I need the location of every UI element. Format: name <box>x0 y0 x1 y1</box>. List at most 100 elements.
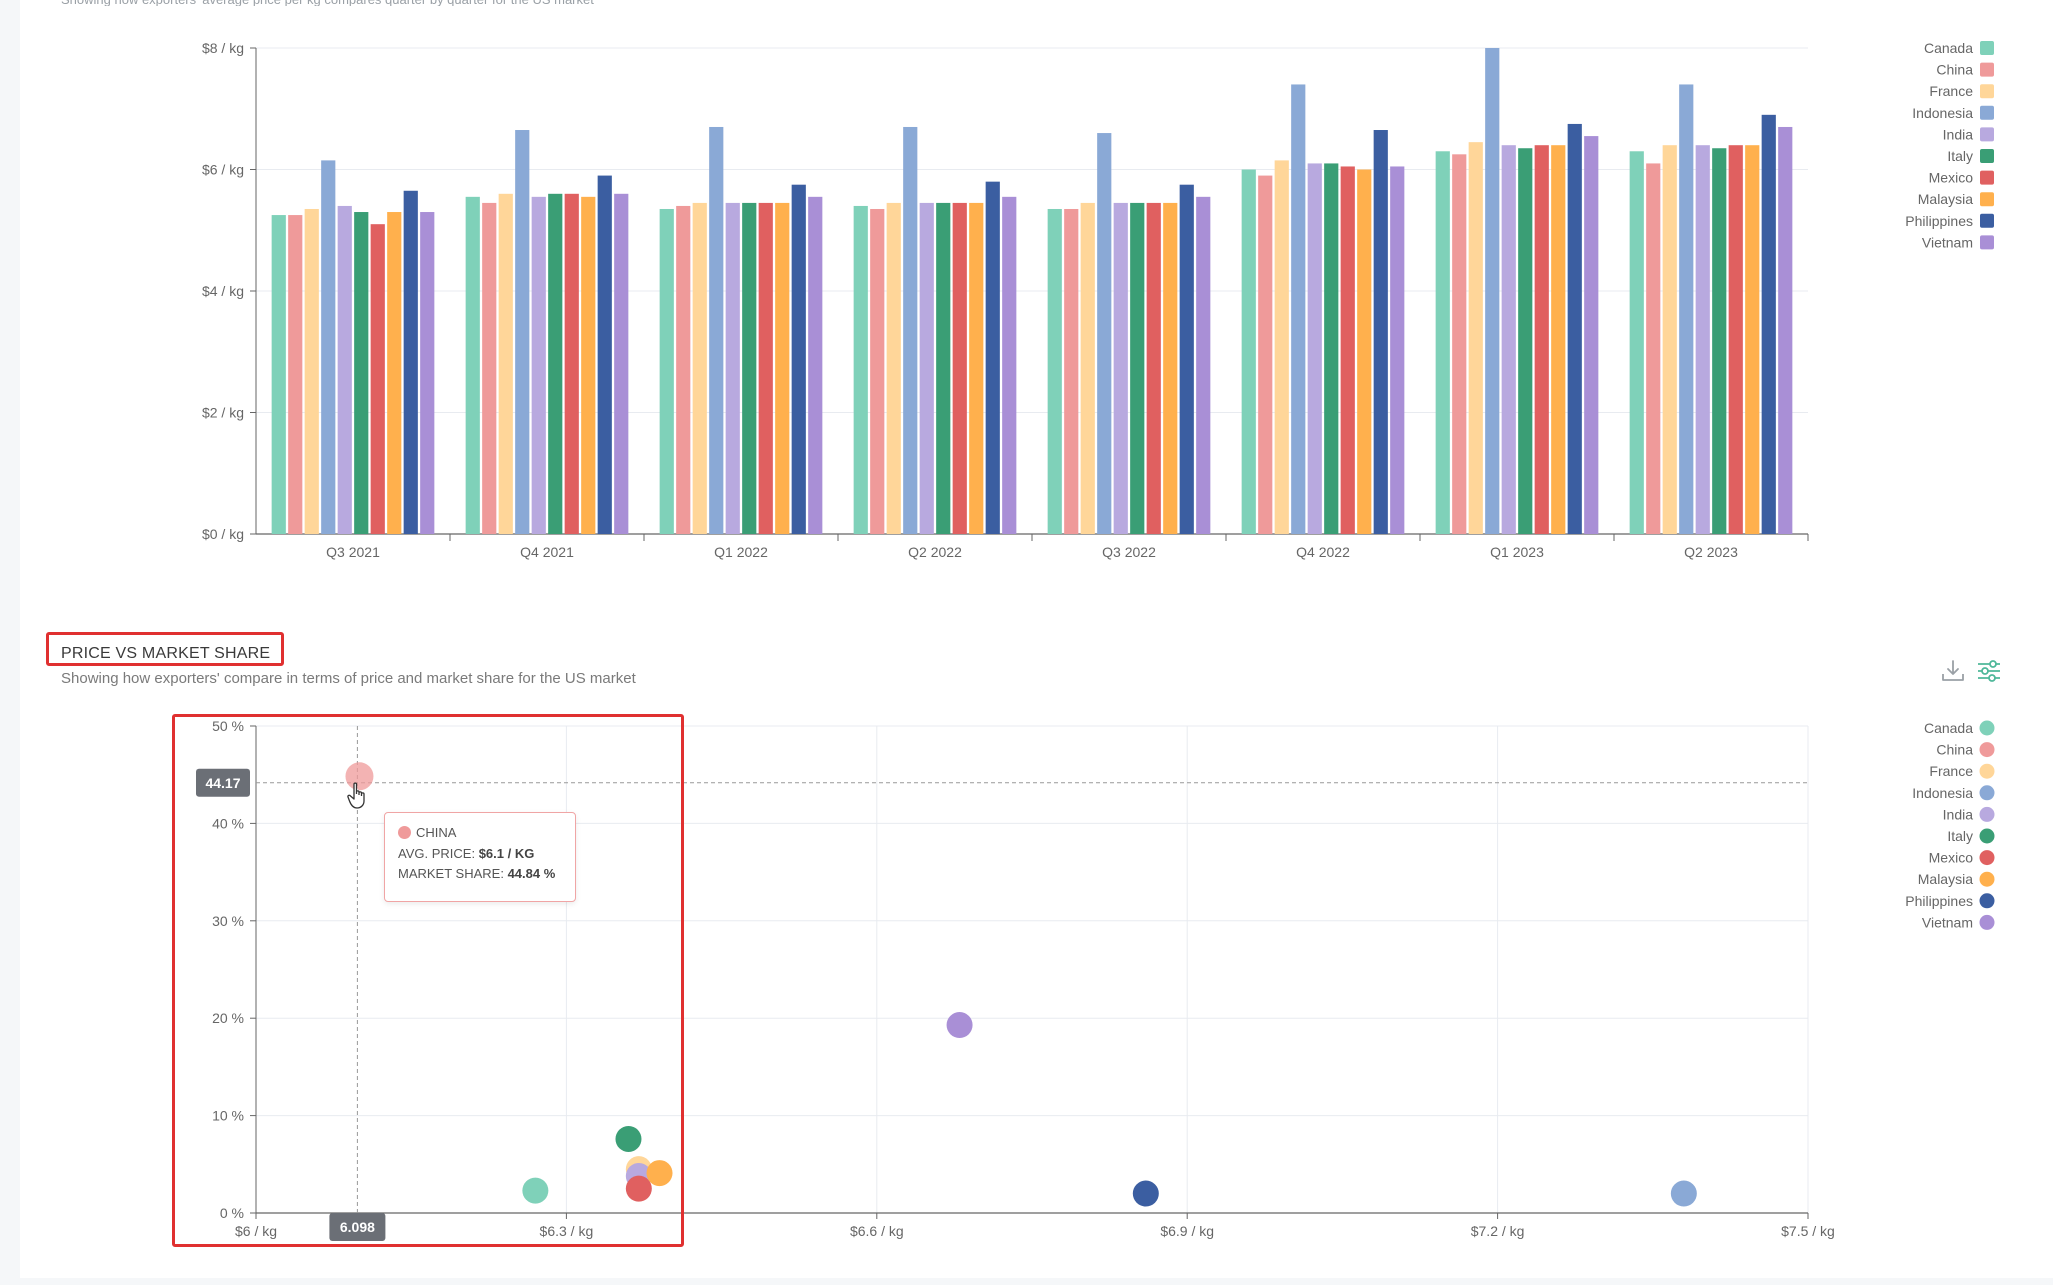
bar-legend-label: Vietnam <box>1922 234 1973 250</box>
bar-indonesia <box>1485 48 1500 534</box>
chart-settings-button[interactable] <box>1974 656 2004 686</box>
bar-philippines <box>1761 114 1776 534</box>
bar-indonesia <box>1291 84 1306 534</box>
bar-y-tick-label: $6 / kg <box>202 162 244 178</box>
download-button[interactable] <box>1938 656 1968 686</box>
tooltip-price-label: AVG. PRICE: <box>398 846 476 861</box>
bar-indonesia <box>321 160 336 534</box>
crosshair-y-value: 44.17 <box>205 775 240 791</box>
tooltip-share-value: 44.84 % <box>507 866 556 881</box>
bar-y-tick-label: $4 / kg <box>202 283 244 299</box>
tooltip-color-dot <box>398 826 411 839</box>
scatter-y-tick-label: 30 % <box>212 913 244 929</box>
scatter-chart-subtitle: Showing how exporters' compare in terms … <box>61 670 636 687</box>
scatter-y-tick-label: 50 % <box>212 718 244 734</box>
point-italy <box>615 1125 642 1152</box>
bar-vietnam <box>420 212 435 534</box>
bar-legend-swatch <box>1980 105 1994 120</box>
bar-italy <box>1130 202 1145 534</box>
bar-mexico <box>1728 145 1743 534</box>
scatter-legend-label: Philippines <box>1905 893 1973 909</box>
bar-malaysia <box>969 202 984 534</box>
bar-x-tick-label: Q3 2021 <box>326 544 380 560</box>
point-mexico <box>625 1175 652 1202</box>
point-philippines <box>1132 1180 1159 1207</box>
bar-india <box>1501 145 1516 534</box>
price-vs-share-scatter: 0 % 10 % 20 % 30 % 40 % 50 % $6 / kg $6.3 / kg $… <box>196 718 1995 1241</box>
bar-x-tick-label: Q2 2023 <box>1684 544 1738 560</box>
bar-canada <box>271 215 286 534</box>
bar-legend-swatch <box>1980 84 1994 99</box>
page-bottom-edge <box>20 1278 2053 1285</box>
bar-china <box>288 215 303 534</box>
bar-legend-swatch <box>1980 213 1994 228</box>
bar-italy <box>936 202 951 534</box>
bar-china <box>1258 175 1273 534</box>
bar-indonesia <box>1097 133 1112 535</box>
bar-india <box>1113 202 1128 534</box>
scatter-legend-dot <box>1979 893 1995 909</box>
scatter-x-tick-label: $6.9 / kg <box>1160 1223 1214 1239</box>
title-highlight-box <box>46 632 284 666</box>
scatter-legend-dot <box>1979 742 1995 758</box>
bar-mexico <box>1146 202 1161 534</box>
scatter-highlight-box <box>172 714 684 1247</box>
bar-indonesia <box>1679 84 1694 534</box>
bar-france <box>1274 160 1289 534</box>
hand-pointer-icon <box>347 782 365 809</box>
bar-vietnam <box>1002 196 1017 534</box>
bar-y-tick-label: $2 / kg <box>202 405 244 421</box>
bar-legend-label: Canada <box>1924 40 1973 56</box>
sliders-icon <box>1978 660 2000 682</box>
bar-y-tick-label: $8 / kg <box>202 40 244 56</box>
bar-legend-swatch <box>1980 62 1994 77</box>
bar-india <box>1695 145 1710 534</box>
bar-india <box>725 202 740 534</box>
scatter-legend-label: India <box>1943 806 1974 822</box>
scatter-legend-dot <box>1979 785 1995 801</box>
bar-italy <box>548 193 563 535</box>
bar-china <box>1064 208 1079 535</box>
bar-philippines <box>597 175 612 534</box>
tooltip-share-label: MARKET SHARE: <box>398 866 504 881</box>
left-margin <box>0 0 20 1285</box>
bar-mexico <box>758 202 773 534</box>
bar-legend-label: Indonesia <box>1912 105 1973 121</box>
bar-legend-label: China <box>1936 62 1973 78</box>
bar-malaysia <box>775 202 790 534</box>
scatter-legend-dot <box>1979 720 1995 736</box>
point-vietnam <box>946 1012 973 1039</box>
bar-legend-swatch <box>1980 127 1994 142</box>
scatter-x-tick-label: $6 / kg <box>235 1223 277 1239</box>
scatter-legend-label: Italy <box>1947 828 1973 844</box>
bar-mexico <box>952 202 967 534</box>
bar-legend-label: Philippines <box>1905 213 1973 229</box>
bar-china <box>870 208 885 535</box>
bar-mexico <box>564 193 579 535</box>
download-icon <box>1942 660 1964 681</box>
bar-india <box>1307 163 1322 535</box>
scatter-x-tick-label: $7.2 / kg <box>1471 1223 1525 1239</box>
scatter-chart-title: PRICE VS MARKET SHARE <box>61 645 271 662</box>
scatter-legend-dot <box>1979 806 1995 822</box>
scatter-legend-label: Vietnam <box>1922 914 1973 930</box>
point-china <box>345 762 374 791</box>
bar-vietnam <box>1196 196 1211 534</box>
bar-italy <box>1324 163 1339 535</box>
bar-france <box>1662 145 1677 534</box>
bar-malaysia <box>1163 202 1178 534</box>
bar-india <box>531 196 546 534</box>
china-tooltip: CHINA AVG. PRICE: $6.1 / KG MARKET SHARE… <box>384 812 576 902</box>
bar-italy <box>1518 148 1533 535</box>
bar-vietnam <box>1390 166 1405 534</box>
scatter-legend-label: China <box>1936 742 1973 758</box>
bar-mexico <box>370 224 385 535</box>
bar-malaysia <box>1745 145 1760 534</box>
bar-x-tick-label: Q1 2023 <box>1490 544 1544 560</box>
bar-france <box>1468 142 1483 534</box>
bar-legend-swatch <box>1980 235 1994 250</box>
bar-italy <box>354 212 369 534</box>
bar-china <box>482 202 497 534</box>
bar-malaysia <box>1357 169 1372 534</box>
